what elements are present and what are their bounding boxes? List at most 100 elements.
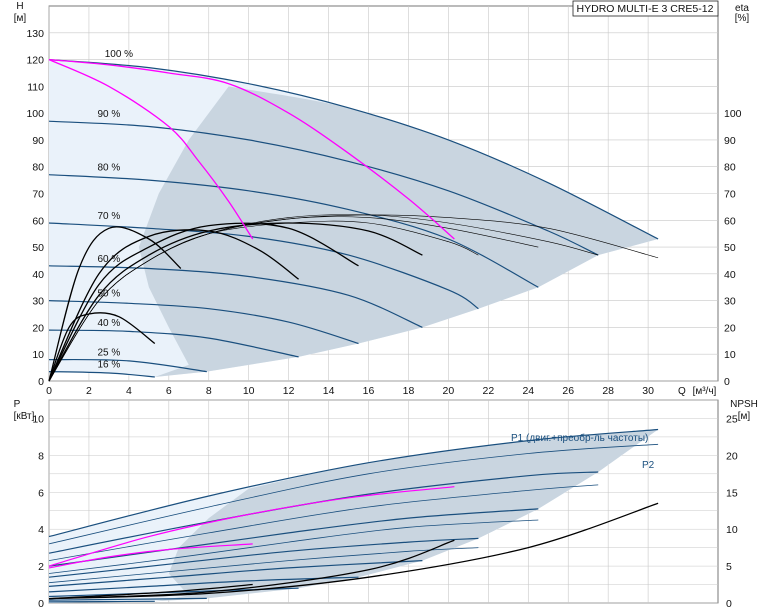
x-tick-label: 24 [522,385,534,397]
speed-labels: 100 % 90 % 80 % 70 % 60 % 50 % 40 % 25 %16 % [98,49,134,371]
head-curve-16 [48,371,155,378]
y2-axis-unit-npsh: [м] [738,411,751,422]
speed-label: 90 % [98,109,121,120]
head-axis-ticks: 0 2 4 6 8 10 12 14 16 18 20 22 24 26 28 300102030405060… [26,28,741,397]
speed-label: 16 % [98,360,121,371]
x-axis-label-q-text: Q [678,386,686,397]
y-tick-label: 10 [32,349,44,361]
x-tick-label: 6 [166,385,172,397]
efficiency-curve [48,229,299,382]
p-tick-label: 10 [32,413,44,425]
speed-label: 60 % [98,254,121,265]
y2-tick-label: 30 [724,296,736,308]
x-tick-label: 22 [482,385,494,397]
y-tick-label: 60 [32,215,44,227]
x-tick-label: 16 [363,385,375,397]
x-tick-label: 10 [243,385,255,397]
p-tick-label: 4 [38,524,44,536]
npsh-tick-label: 0 [726,598,732,610]
p-tick-label: 8 [38,450,44,462]
y-tick-label: 90 [32,135,44,147]
efficiency-curve [48,222,359,382]
x-axis-label-q: Q [м³/ч] [678,386,717,397]
y2-tick-label: 90 [724,135,736,147]
speed-label: 25 % [98,348,121,359]
y-tick-label: 30 [32,296,44,308]
y-tick-label: 110 [27,81,44,93]
p1-curve [48,428,659,538]
npsh-curve [48,539,455,600]
head-series [48,58,659,382]
y2-tick-label: 70 [724,189,736,201]
x-tick-label: 14 [323,385,335,397]
p1-curve [48,560,423,587]
y2-tick-label: 0 [724,376,730,388]
p2-curve [48,547,479,584]
y-axis-label-p: P [14,399,21,410]
chart-title: HYDRO MULTI-E 3 CRE5-12 [577,3,714,15]
y2-tick-label: 50 [724,242,736,254]
npsh-curve [48,583,253,600]
p-tick-label: 6 [38,487,44,499]
constant-pressure-curve [48,59,254,240]
speed-label: 100 % [105,49,133,60]
efficiency-curve [48,226,182,382]
y-axis-unit-h: [м] [14,13,27,24]
y-tick-label: 50 [32,242,44,254]
y-tick-label: 130 [26,28,44,40]
head-curve-50 [48,300,359,345]
x-tick-label: 8 [206,385,212,397]
p1-curve [48,600,155,603]
y-tick-label: 20 [32,322,44,334]
p-tick-label: 0 [38,598,44,610]
y-tick-label: 100 [26,108,44,120]
legend-p1: P1 (двиг.+преобр-ль частоты) [511,432,648,444]
npsh-tick-label: 10 [726,524,738,536]
y-tick-label: 70 [32,189,44,201]
y2-tick-label: 10 [724,349,736,361]
head-curve-25 [48,358,207,373]
head-panel: 0 2 4 6 8 10 12 14 16 18 20 22 24 26 28 300102030405060… [14,0,750,397]
p2-curve [48,484,599,561]
x-tick-label: 2 [86,385,92,397]
speed-label: 50 % [98,289,121,300]
p1-curve [48,576,359,593]
power-area-recommended [154,429,659,602]
p-tick-label: 2 [38,561,44,573]
y-axis-label-h: H [16,1,23,12]
head-curve-40 [48,329,299,358]
constant-pressure-power-curve [48,486,455,567]
y2-tick-label: 80 [724,162,736,174]
x-tick-label: 4 [126,385,132,397]
head-curve-70 [48,222,479,310]
x-tick-label: 26 [562,385,574,397]
power-operating-area [49,429,659,603]
p2-curve [48,443,659,545]
y2-axis-unit-eta: [%] [735,13,750,24]
x-tick-label: 12 [283,385,295,397]
y2-tick-label: 40 [724,269,736,281]
y-axis-unit-p: [кВт] [14,411,35,422]
y2-tick-label: 60 [724,215,736,227]
head-area-recommended [138,86,659,377]
head-operating-area [49,59,659,377]
speed-label: 80 % [98,163,121,174]
constant-pressure-curve [48,58,455,240]
head-curve-60 [48,265,423,328]
chart-title-box [572,0,719,17]
legend-p2: P2 [642,460,655,471]
npsh-tick-label: 20 [726,450,738,462]
y2-tick-label: 20 [724,322,736,334]
p1-curve [48,471,599,554]
x-tick-label: 28 [602,385,614,397]
p1-curve [48,508,539,567]
p2-curve [48,519,539,574]
p1-curve [48,537,479,578]
speed-label: 40 % [98,318,121,329]
npsh-tick-label: 25 [726,413,738,425]
y2-axis-label-eta: eta [735,3,749,14]
npsh-tick-label: 5 [726,561,732,573]
y-tick-label: 40 [32,269,44,281]
speed-label: 70 % [98,211,121,222]
efficiency-curve [48,312,156,382]
